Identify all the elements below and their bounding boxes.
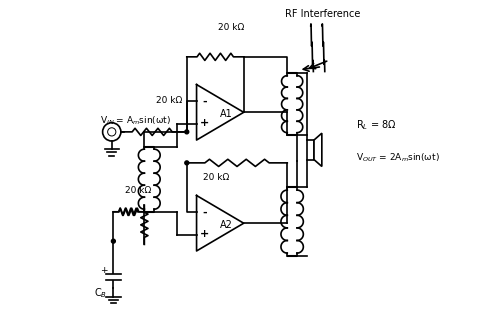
Circle shape: [111, 239, 115, 243]
Circle shape: [185, 161, 189, 165]
Text: +: +: [101, 266, 108, 275]
Text: A2: A2: [219, 220, 232, 230]
Bar: [307, 140, 314, 160]
Text: A1: A1: [219, 109, 232, 119]
Text: 20 kΩ: 20 kΩ: [218, 23, 244, 32]
Text: 20 kΩ: 20 kΩ: [156, 96, 182, 105]
Text: -: -: [202, 97, 207, 107]
Text: -: -: [202, 208, 207, 218]
Text: 20 kΩ: 20 kΩ: [203, 173, 229, 182]
Text: R$_L$ = 8Ω: R$_L$ = 8Ω: [356, 118, 397, 132]
Text: +: +: [200, 118, 209, 128]
Text: RF Interference: RF Interference: [285, 10, 360, 19]
Text: C$_B$: C$_B$: [94, 287, 107, 300]
Text: V$_{OUT}$ = 2A$_m$sin(ωt): V$_{OUT}$ = 2A$_m$sin(ωt): [356, 152, 440, 164]
Circle shape: [185, 130, 189, 134]
Polygon shape: [314, 133, 322, 166]
Text: 20 kΩ: 20 kΩ: [125, 186, 151, 195]
Text: +: +: [200, 229, 209, 239]
Text: V$_{IN}$ = A$_m$sin(ωt): V$_{IN}$ = A$_m$sin(ωt): [100, 114, 171, 127]
